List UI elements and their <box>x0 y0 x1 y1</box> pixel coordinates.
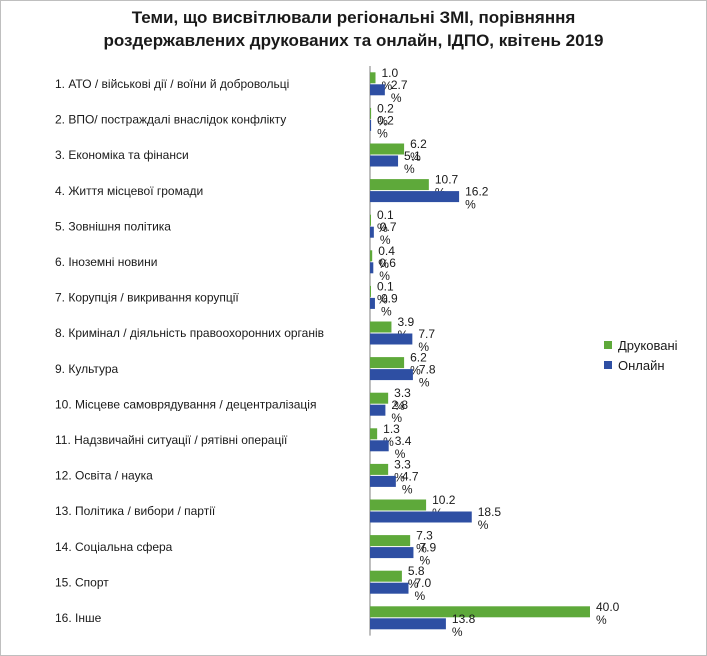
bar-online <box>370 119 372 131</box>
category-label: 16. Інше <box>55 611 102 625</box>
bar-online <box>370 297 375 309</box>
bar-print <box>370 107 372 119</box>
category-label: 7. Корупція / викривання корупції <box>55 291 239 305</box>
category-label: 15. Спорт <box>55 575 109 589</box>
data-label-online: 7.0% <box>415 576 432 603</box>
category-label: 14. Соціальна сфера <box>55 540 173 554</box>
category-label: 10. Місцеве самоврядування / децентраліз… <box>55 397 316 411</box>
legend-swatch-print <box>604 341 612 349</box>
data-label-online: 16.2% <box>465 185 489 212</box>
legend-item-online: Онлайн <box>604 355 678 375</box>
legend-label-print: Друковані <box>618 337 678 353</box>
bar-print <box>370 250 373 262</box>
bar-print <box>370 570 402 582</box>
category-label: 2. ВПО/ постраждалі внаслідок конфлікту <box>55 113 286 127</box>
category-label: 5. Зовнішня політика <box>55 219 171 233</box>
data-label-online: 18.5% <box>478 505 502 532</box>
bar-online <box>370 226 374 238</box>
data-label-online: 0.9% <box>381 291 398 318</box>
bar-online <box>370 475 396 487</box>
bar-print <box>370 535 411 547</box>
bar-online <box>370 84 385 96</box>
chart-title-line1: Теми, що висвітлювали регіональні ЗМІ, п… <box>131 8 576 27</box>
bar-print <box>370 143 405 155</box>
bar-print <box>370 606 590 618</box>
data-label-online: 3.4% <box>395 434 412 461</box>
bar-print <box>370 499 427 511</box>
data-label-print: 0.4% <box>378 244 395 271</box>
chart-title-line2: роздержавлених друкованих та онлайн, ІДП… <box>103 31 604 50</box>
data-label-online: 0.2% <box>377 113 394 140</box>
category-label: 1. АТО / військові дії / воїни й доброво… <box>55 77 289 91</box>
legend-item-print: Друковані <box>604 335 678 355</box>
data-label-print: 6.2% <box>410 137 427 164</box>
data-label-print: 1.0% <box>382 66 399 93</box>
bar-online <box>370 262 374 274</box>
category-label: 13. Політика / вибори / партії <box>55 504 216 518</box>
bar-print <box>370 463 389 475</box>
data-label-online: 5.1% <box>404 149 421 176</box>
category-label: 3. Економіка та фінанси <box>55 148 189 162</box>
data-label-print: 3.3% <box>394 457 411 484</box>
bar-online <box>370 404 386 416</box>
data-label-online: 0.7% <box>380 220 397 247</box>
data-label-online: 7.8% <box>419 363 436 390</box>
legend: Друковані Онлайн <box>604 335 678 375</box>
data-label-print: 5.8% <box>408 564 425 591</box>
bar-online <box>370 618 446 630</box>
data-label-online: 7.7% <box>418 327 435 354</box>
bar-print <box>370 392 389 404</box>
category-label: 9. Культура <box>55 362 119 376</box>
data-label-online: 13.8% <box>452 612 476 639</box>
bar-online <box>370 511 472 523</box>
bar-online <box>370 440 389 452</box>
bar-online <box>370 369 413 381</box>
data-label-print: 0.2% <box>377 101 394 128</box>
category-label: 6. Іноземні новини <box>55 255 157 269</box>
bar-print <box>370 428 378 440</box>
data-label-online: 0.6% <box>379 256 396 283</box>
bar-print <box>370 321 392 333</box>
bar-online <box>370 582 409 594</box>
data-label-online: 7.9% <box>419 541 436 568</box>
data-label-print: 7.3% <box>416 529 433 556</box>
category-label: 4. Життя місцевої громади <box>55 184 203 198</box>
bar-print <box>370 357 405 369</box>
bar-online <box>370 547 414 559</box>
data-label-print: 0.1% <box>377 208 394 235</box>
bar-print <box>370 179 429 191</box>
data-label-online: 2.8% <box>391 398 408 425</box>
legend-label-online: Онлайн <box>618 357 665 373</box>
bar-print <box>370 72 376 84</box>
data-label-online: 2.7% <box>391 78 408 105</box>
bar-online <box>370 191 460 203</box>
category-label: 12. Освіта / наука <box>55 469 153 483</box>
bar-print <box>370 285 371 297</box>
bar-online <box>370 333 413 345</box>
category-label: 11. Надзвичайні ситуації / рятівні опера… <box>55 433 288 447</box>
data-label-print: 40.0% <box>596 600 620 627</box>
data-label-print: 6.2% <box>410 351 427 378</box>
data-label-print: 3.3% <box>394 386 411 413</box>
data-label-online: 4.7% <box>402 469 419 496</box>
category-label: 8. Кримінал / діяльність правоохоронних … <box>55 326 324 340</box>
bar-print <box>370 214 371 226</box>
legend-swatch-online <box>604 361 612 369</box>
data-label-print: 0.1% <box>377 279 394 306</box>
bar-online <box>370 155 399 167</box>
